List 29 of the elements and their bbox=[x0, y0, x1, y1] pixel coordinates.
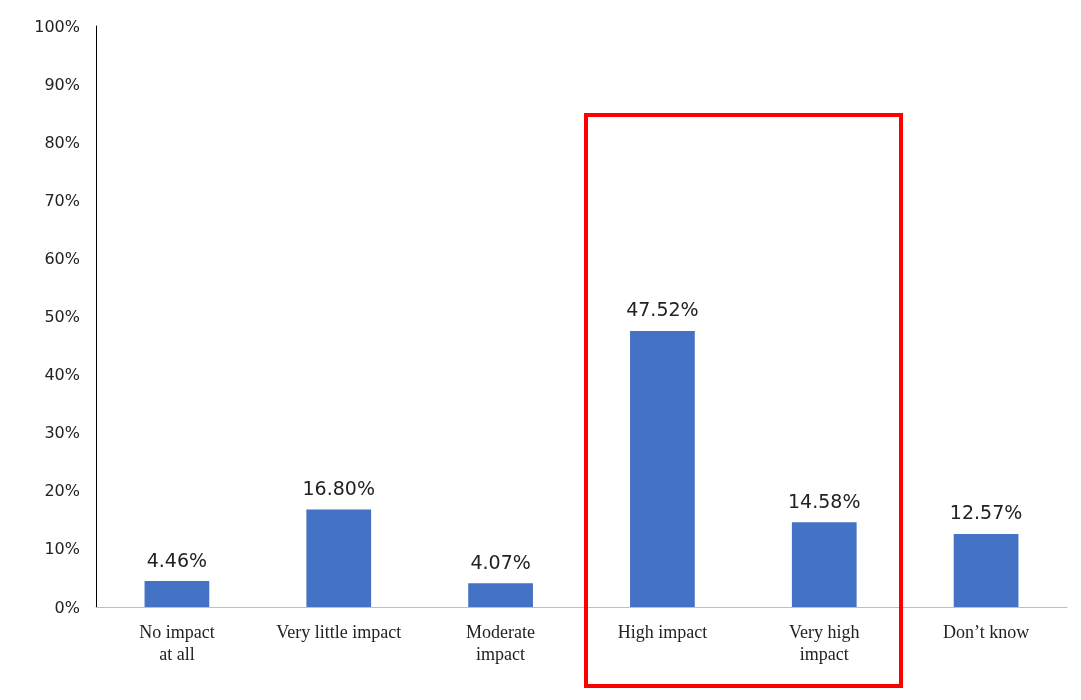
y-tick-label: 0% bbox=[54, 597, 80, 617]
y-tick-label: 60% bbox=[44, 248, 80, 268]
x-tick-label: Don’t know bbox=[943, 622, 1030, 642]
data-label: 47.52% bbox=[626, 298, 699, 321]
y-tick-label: 100% bbox=[34, 16, 80, 36]
bar bbox=[791, 522, 857, 607]
x-tick-label: No impact at all bbox=[139, 622, 215, 664]
data-label: 14.58% bbox=[788, 489, 861, 512]
x-tick-label: Moderate impact bbox=[466, 622, 536, 664]
data-label: 12.57% bbox=[949, 501, 1023, 524]
bar bbox=[306, 509, 372, 607]
y-tick-label: 80% bbox=[44, 132, 80, 152]
y-tick-label: 50% bbox=[44, 307, 80, 326]
x-tick-label: High impact bbox=[617, 622, 708, 642]
data-label: 4.07% bbox=[470, 550, 531, 573]
bar bbox=[144, 581, 210, 607]
x-tick-label: Very high impact bbox=[789, 622, 860, 664]
bar bbox=[468, 583, 533, 607]
data-label: 16.80% bbox=[302, 476, 375, 499]
data-label: 4.46% bbox=[146, 548, 208, 571]
y-tick-label: 20% bbox=[44, 481, 80, 501]
y-tick-label: 70% bbox=[44, 190, 80, 210]
y-tick-label: 90% bbox=[44, 74, 80, 94]
y-tick-label: 30% bbox=[44, 423, 80, 443]
x-tick-label: Very little impact bbox=[276, 622, 402, 642]
y-tick-label: 40% bbox=[44, 365, 80, 385]
bar bbox=[630, 330, 695, 607]
bar bbox=[953, 533, 1019, 607]
y-tick-label: 10% bbox=[44, 539, 80, 559]
